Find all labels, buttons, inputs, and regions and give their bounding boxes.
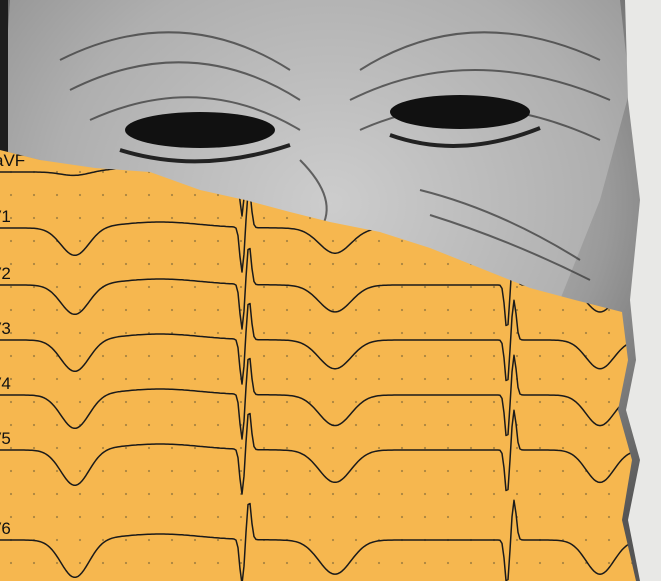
lead-label: V4 bbox=[0, 374, 11, 393]
torn-edge bbox=[625, 0, 661, 581]
right-eye bbox=[390, 95, 530, 129]
right-eyelid bbox=[389, 126, 541, 148]
ecg-trace bbox=[0, 499, 636, 581]
lead-label: V2 bbox=[0, 264, 11, 283]
lead-label: V5 bbox=[0, 429, 11, 448]
lead-label: aVF bbox=[0, 151, 25, 170]
lead-label: V1 bbox=[0, 207, 11, 226]
left-eyelid bbox=[119, 143, 291, 164]
ecg-trace bbox=[0, 299, 636, 385]
ecg-trace bbox=[0, 354, 636, 440]
ecg-trace bbox=[0, 409, 636, 495]
face-highlight bbox=[0, 0, 630, 300]
lead-label: V6 bbox=[0, 519, 11, 538]
lead-labels: aVF V1 V2 V3 V4 V5 V6 bbox=[0, 151, 25, 538]
lead-label: V3 bbox=[0, 319, 11, 338]
left-eye bbox=[125, 112, 275, 148]
